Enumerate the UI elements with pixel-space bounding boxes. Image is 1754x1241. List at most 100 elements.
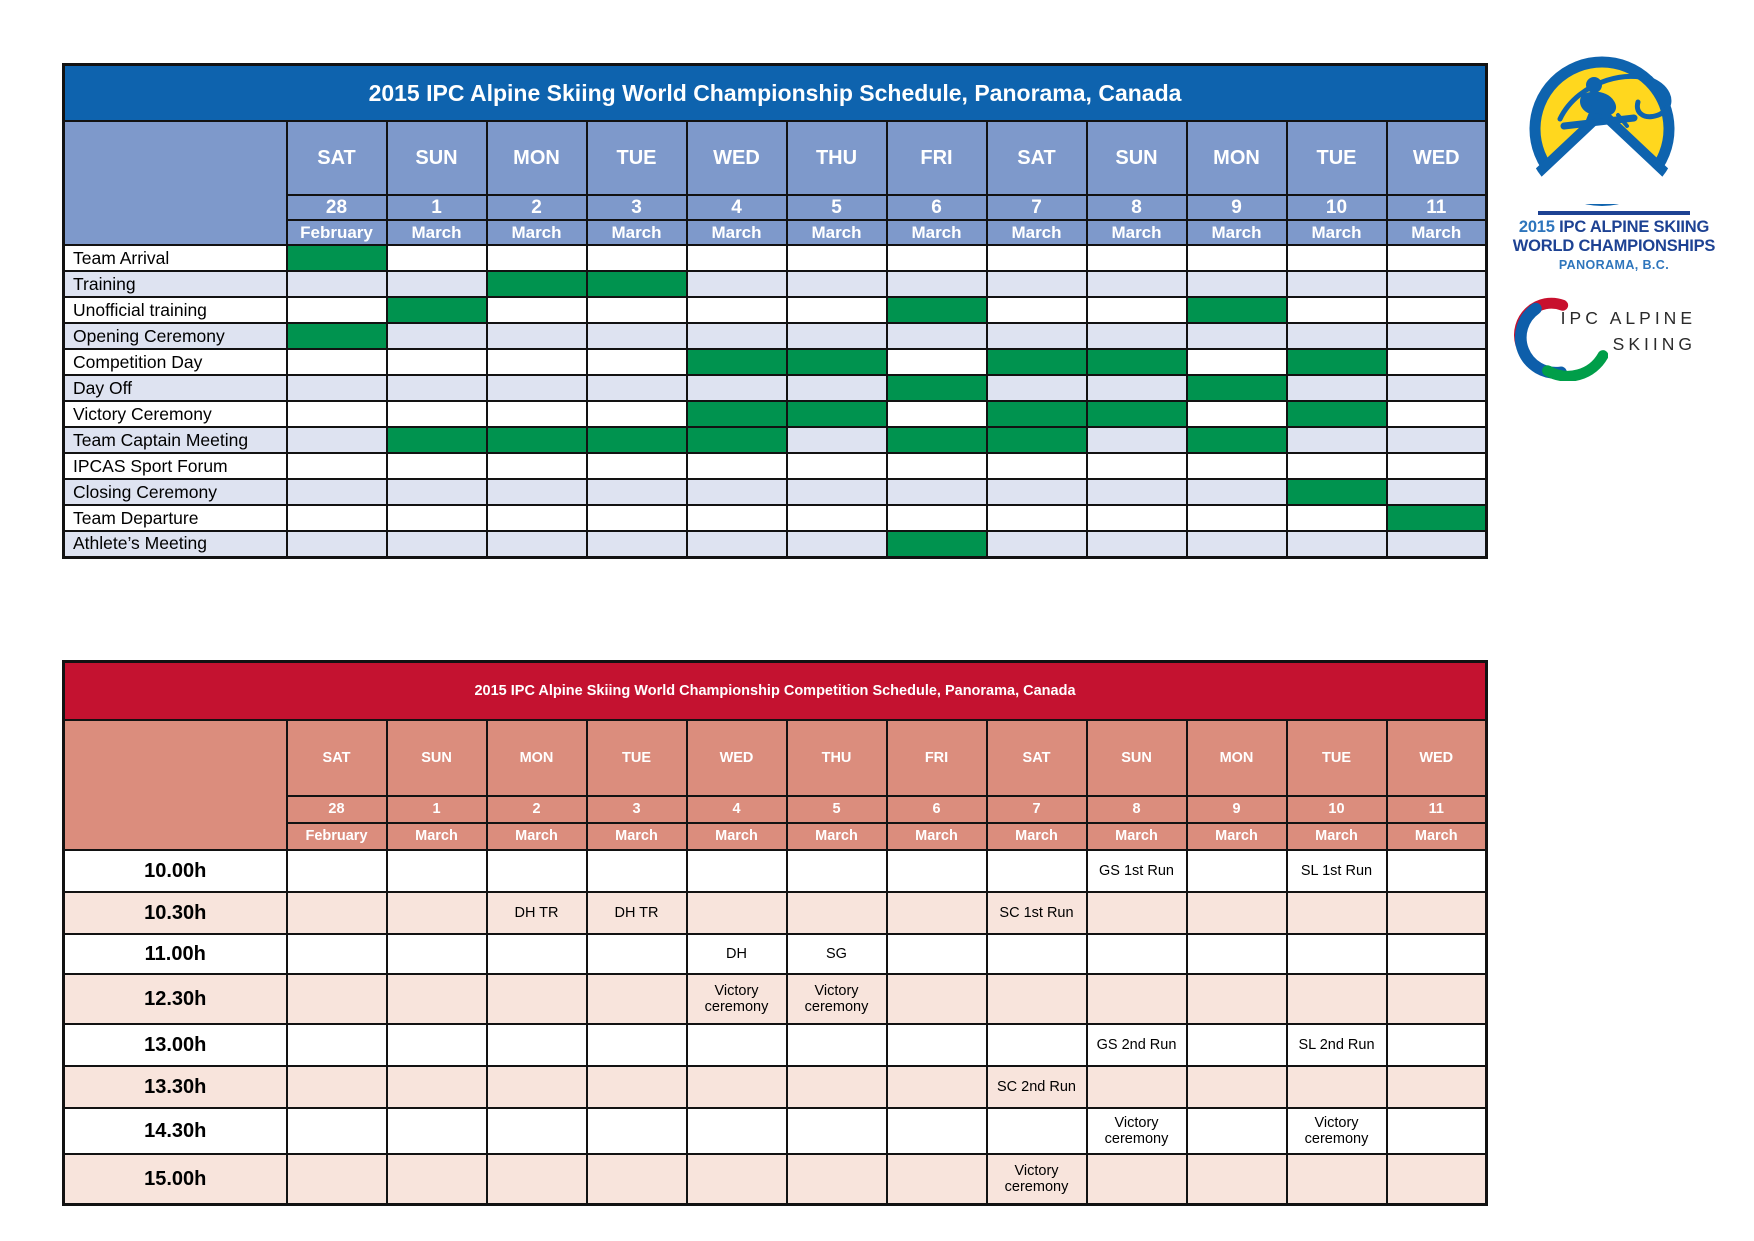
scheduled-day-cell bbox=[1185, 426, 1288, 454]
empty-day-cell bbox=[485, 322, 588, 350]
empty-day-cell bbox=[985, 478, 1088, 506]
empty-day-cell bbox=[685, 244, 788, 272]
competition-row: 13.30h SC 2nd Run bbox=[62, 1065, 1488, 1109]
empty-event-cell bbox=[685, 1023, 788, 1067]
day-header-cell: MON bbox=[1185, 719, 1288, 797]
planning-row: Team Arrival bbox=[62, 244, 1488, 272]
date-header-cell: 2 bbox=[485, 795, 588, 824]
wordmark-line2: SKIING bbox=[1612, 334, 1696, 355]
empty-day-cell bbox=[1085, 244, 1188, 272]
empty-day-cell bbox=[985, 374, 1088, 402]
empty-event-cell bbox=[1285, 933, 1388, 975]
competition-time-label: 11.00h bbox=[62, 933, 288, 975]
day-header-cell: SAT bbox=[985, 719, 1088, 797]
empty-event-cell bbox=[885, 849, 988, 893]
empty-event-cell bbox=[485, 1107, 588, 1155]
scheduled-day-cell bbox=[1085, 348, 1188, 376]
empty-day-cell bbox=[1285, 452, 1388, 480]
competition-table-title: 2015 IPC Alpine Skiing World Championshi… bbox=[62, 660, 1488, 721]
empty-day-cell bbox=[785, 322, 888, 350]
empty-day-cell bbox=[385, 374, 488, 402]
empty-day-cell bbox=[1085, 478, 1188, 506]
empty-day-cell bbox=[385, 270, 488, 298]
date-header-cell: 1 bbox=[385, 194, 488, 221]
empty-day-cell bbox=[485, 244, 588, 272]
scheduled-day-cell bbox=[985, 426, 1088, 454]
empty-event-cell bbox=[785, 1023, 888, 1067]
empty-event-cell bbox=[1085, 1153, 1188, 1205]
empty-day-cell bbox=[685, 478, 788, 506]
empty-day-cell bbox=[1085, 270, 1188, 298]
empty-event-cell bbox=[885, 1023, 988, 1067]
competition-time-label: 13.00h bbox=[62, 1023, 288, 1067]
date-header-cell: 10 bbox=[1285, 795, 1388, 824]
day-header-cell: MON bbox=[485, 120, 588, 196]
empty-event-cell bbox=[285, 849, 388, 893]
competition-row: 15.00h Victory ceremony bbox=[62, 1153, 1488, 1205]
competition-row: 12.30h Victory ceremony Victory ceremony bbox=[62, 973, 1488, 1025]
planning-row: Competition Day bbox=[62, 348, 1488, 376]
scheduled-day-cell bbox=[585, 270, 688, 298]
month-header-cell: March bbox=[785, 822, 888, 851]
competition-event-cell: SL 1st Run bbox=[1285, 849, 1388, 893]
competition-month-header-row: February March March March March March March Ma… bbox=[64, 822, 1488, 851]
empty-day-cell bbox=[685, 530, 788, 558]
scheduled-day-cell bbox=[1385, 504, 1488, 532]
day-header-cell: TUE bbox=[585, 719, 688, 797]
scheduled-day-cell bbox=[785, 348, 888, 376]
day-header-cell: SAT bbox=[285, 120, 388, 196]
planning-row-label: Team Captain Meeting bbox=[62, 426, 288, 454]
empty-day-cell bbox=[1085, 530, 1188, 558]
empty-event-cell bbox=[785, 849, 888, 893]
empty-day-cell bbox=[585, 374, 688, 402]
scheduled-day-cell bbox=[685, 348, 788, 376]
scheduled-day-cell bbox=[485, 426, 588, 454]
planning-row: Closing Ceremony bbox=[62, 478, 1488, 506]
empty-event-cell bbox=[1385, 1023, 1488, 1067]
planning-row-label: Team Arrival bbox=[62, 244, 288, 272]
ipc-alpine-skiing-wordmark: IPC ALPINE SKIING bbox=[1556, 305, 1696, 358]
empty-event-cell bbox=[585, 1065, 688, 1109]
empty-day-cell bbox=[885, 322, 988, 350]
competition-row: 11.00h DH SG bbox=[62, 933, 1488, 975]
day-header-cell: SUN bbox=[385, 120, 488, 196]
scheduled-day-cell bbox=[1285, 478, 1388, 506]
empty-day-cell bbox=[385, 244, 488, 272]
empty-event-cell bbox=[985, 973, 1088, 1025]
empty-event-cell bbox=[785, 1065, 888, 1109]
empty-event-cell bbox=[985, 849, 1088, 893]
competition-day-header-row: SAT SUN MON TUE WED THU FRI SAT SUN MON TUE WED bbox=[62, 719, 1488, 851]
date-header-cell: 8 bbox=[1085, 194, 1188, 221]
competition-row: 10.00h GS 1st Run SL 1st Run bbox=[62, 849, 1488, 893]
month-header-cell: March bbox=[1085, 219, 1188, 246]
planning-row-label: Team Departure bbox=[62, 504, 288, 532]
empty-event-cell bbox=[1185, 973, 1288, 1025]
competition-title-row: 2015 IPC Alpine Skiing World Championshi… bbox=[62, 660, 1488, 721]
empty-day-cell bbox=[385, 530, 488, 558]
empty-event-cell bbox=[685, 1153, 788, 1205]
empty-day-cell bbox=[985, 322, 1088, 350]
empty-event-cell bbox=[985, 933, 1088, 975]
empty-event-cell bbox=[585, 933, 688, 975]
empty-day-cell bbox=[685, 270, 788, 298]
planning-row: Team Departure bbox=[62, 504, 1488, 532]
empty-day-cell bbox=[1185, 348, 1288, 376]
month-header-cell: March bbox=[1185, 219, 1288, 246]
logo-divider bbox=[1538, 211, 1690, 215]
scheduled-day-cell bbox=[885, 426, 988, 454]
day-header-cell: TUE bbox=[585, 120, 688, 196]
empty-day-cell bbox=[1085, 504, 1188, 532]
planning-row-label: Competition Day bbox=[62, 348, 288, 376]
empty-day-cell bbox=[485, 374, 588, 402]
competition-event-cell: GS 2nd Run bbox=[1085, 1023, 1188, 1067]
empty-event-cell bbox=[585, 849, 688, 893]
competition-row: 13.00h GS 2nd Run SL 2nd Run bbox=[62, 1023, 1488, 1067]
scheduled-day-cell bbox=[985, 400, 1088, 428]
empty-day-cell bbox=[1385, 270, 1488, 298]
empty-day-cell bbox=[285, 478, 388, 506]
competition-time-label: 10.00h bbox=[62, 849, 288, 893]
planning-row: Training bbox=[62, 270, 1488, 298]
competition-event-cell: Victory ceremony bbox=[1285, 1107, 1388, 1155]
empty-day-cell bbox=[885, 270, 988, 298]
planning-row-label: Closing Ceremony bbox=[62, 478, 288, 506]
